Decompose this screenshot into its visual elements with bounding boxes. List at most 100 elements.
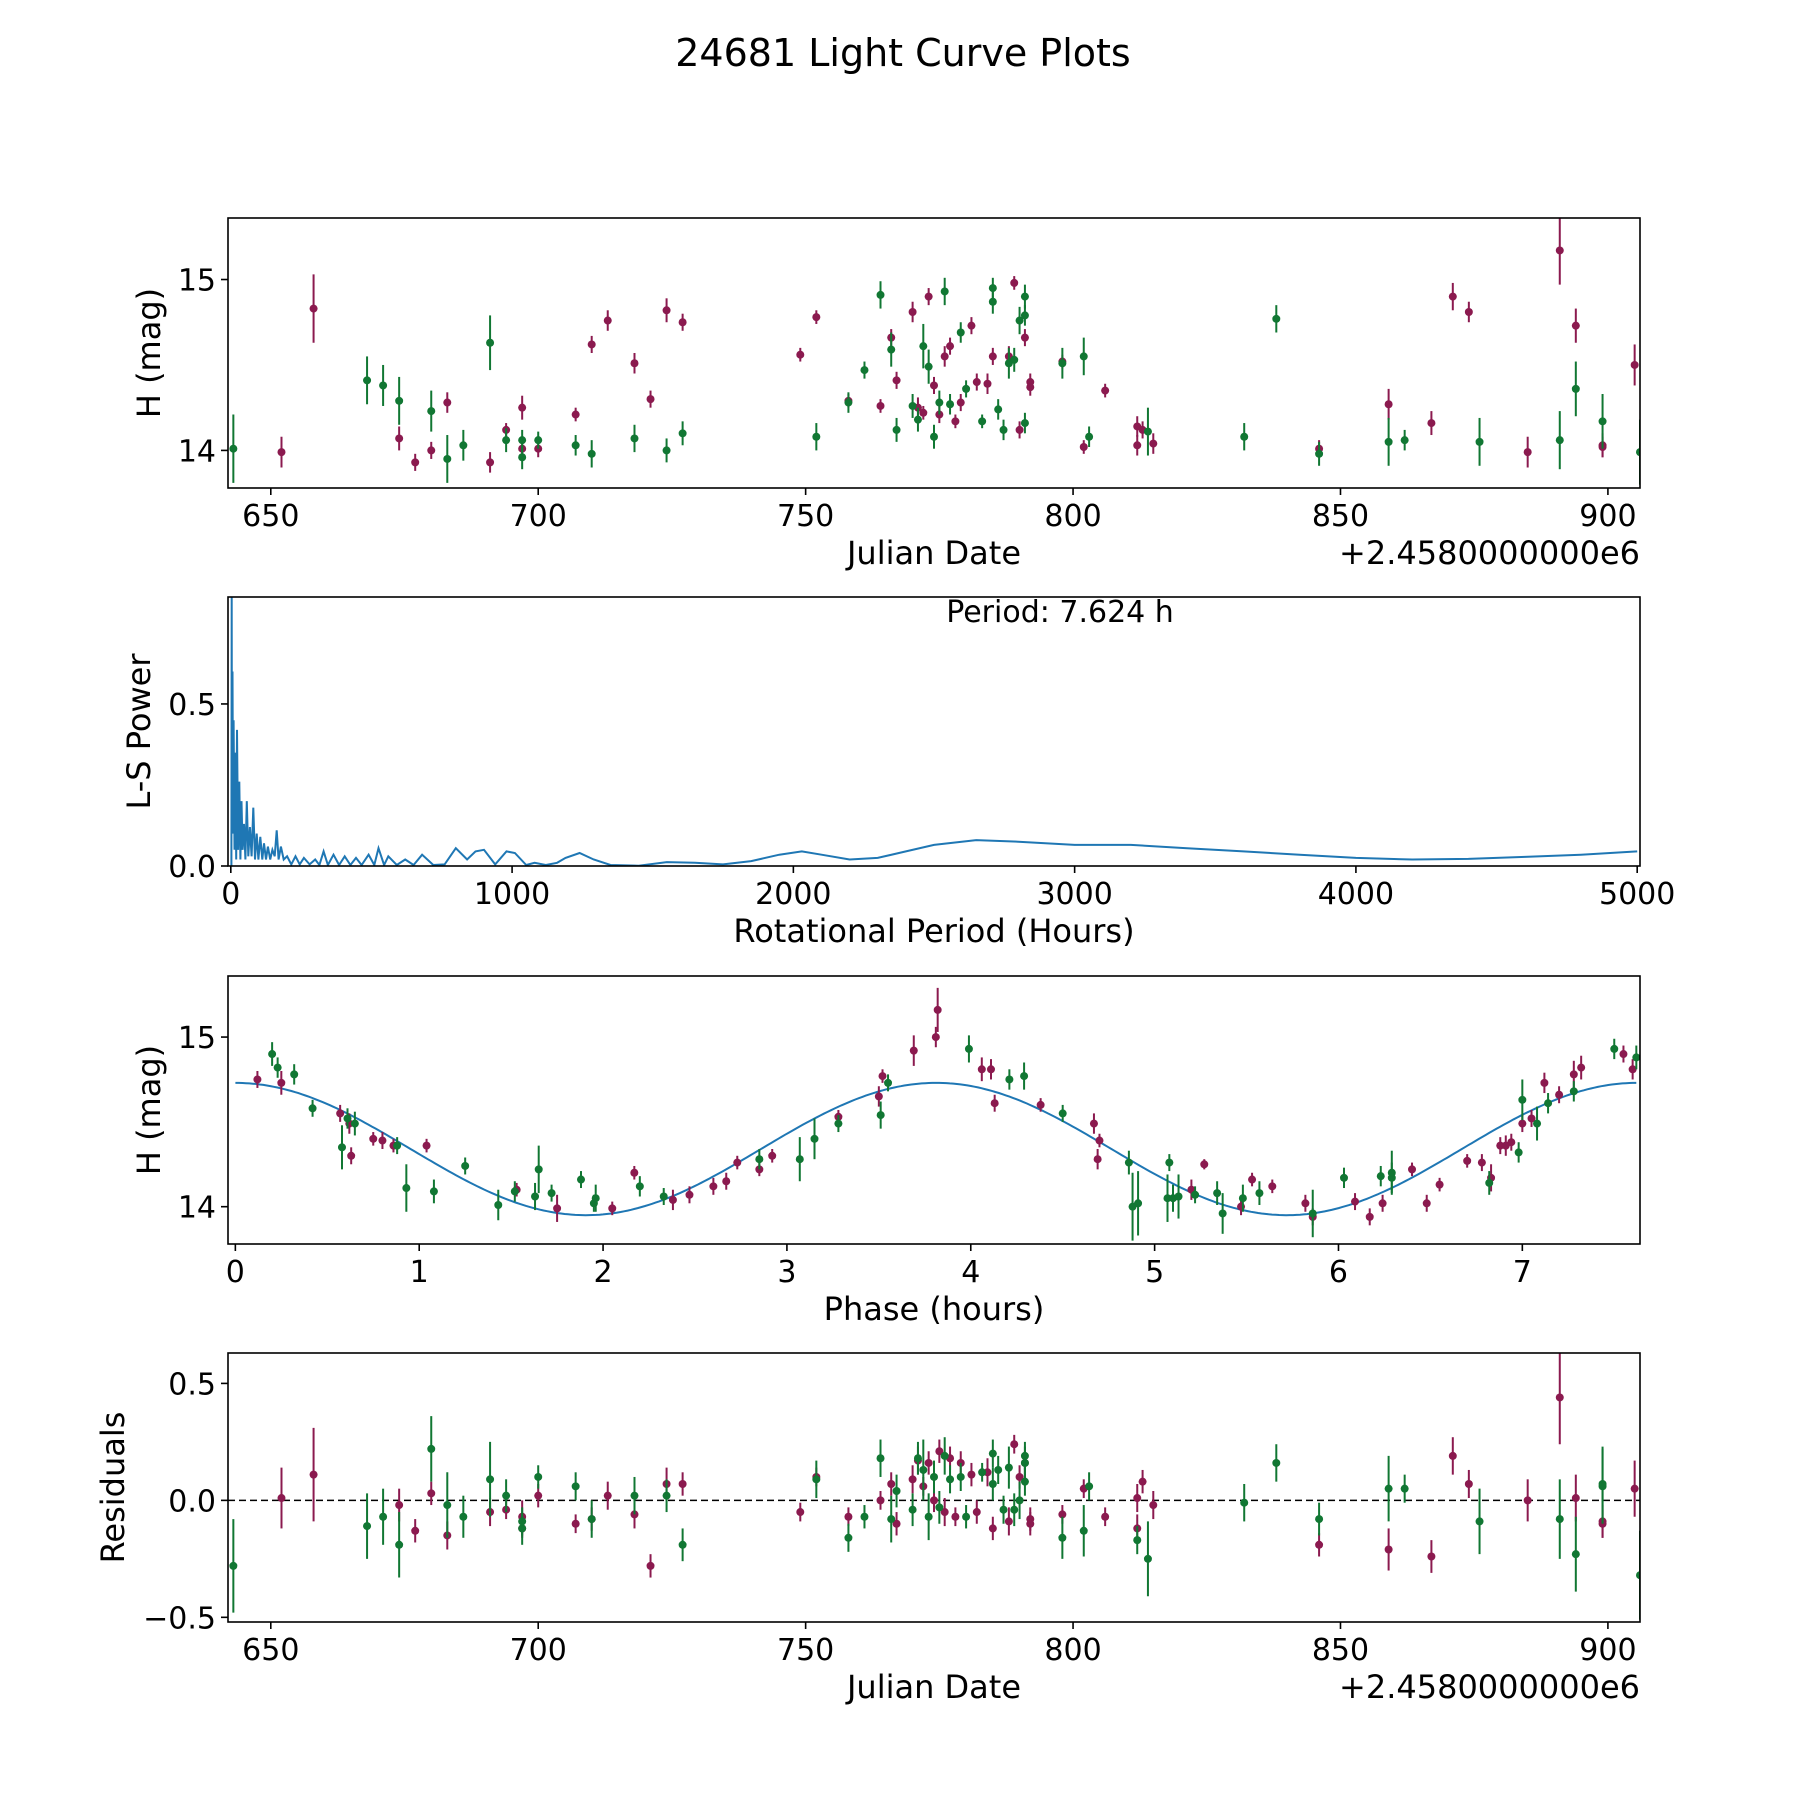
data-point (1124, 1158, 1133, 1167)
data-point (933, 1005, 942, 1014)
data-point (603, 1491, 612, 1500)
data-point (1058, 359, 1067, 368)
data-point (1315, 1515, 1324, 1524)
data-point (343, 1114, 352, 1123)
power-line (230, 597, 1638, 866)
data-point (978, 1468, 987, 1477)
data-point (812, 432, 821, 441)
data-point (518, 453, 527, 462)
data-point (967, 1470, 976, 1479)
data-point (277, 448, 286, 457)
data-point (796, 1508, 805, 1517)
data-point (1133, 441, 1142, 450)
data-point (635, 1182, 644, 1191)
data-series (277, 1353, 1639, 1578)
data-point (722, 1177, 731, 1186)
data-point (1058, 1109, 1067, 1118)
data-point (1020, 311, 1029, 320)
data-point (577, 1175, 585, 1184)
data-point (844, 398, 853, 407)
data-point (1020, 333, 1029, 342)
data-point (363, 1522, 372, 1531)
data-point (924, 1512, 933, 1521)
data-point (587, 449, 596, 458)
data-point (892, 1487, 901, 1496)
data-point (685, 1190, 694, 1199)
data-point (1248, 1175, 1257, 1184)
data-point (591, 1194, 600, 1203)
data-point (395, 396, 404, 405)
data-point (1571, 1550, 1580, 1559)
x-offset-label: +2.4580000000e6 (1339, 534, 1640, 572)
data-point (844, 1533, 853, 1542)
data-point (909, 1046, 918, 1055)
data-point (810, 1134, 819, 1143)
data-point (678, 318, 687, 327)
data-point (518, 436, 527, 445)
x-tick-label: 750 (777, 1633, 834, 1668)
data-point (924, 292, 933, 301)
data-point (459, 441, 468, 450)
data-point (486, 1475, 495, 1484)
data-point (956, 328, 965, 337)
data-point (1435, 1180, 1444, 1189)
data-point (253, 1075, 262, 1084)
data-point (1422, 1199, 1431, 1208)
x-tick-label: 800 (1044, 499, 1101, 534)
data-point (999, 1505, 1008, 1514)
data-point (518, 403, 527, 412)
y-tick-label: 15 (178, 1021, 216, 1056)
data-point (876, 401, 885, 410)
data-point (988, 1449, 997, 1458)
data-point (1240, 1498, 1249, 1507)
data-point (378, 1136, 387, 1145)
data-series (277, 218, 1639, 473)
y-tick-label: 14 (178, 1191, 216, 1226)
data-point (812, 1475, 821, 1484)
data-point (1315, 1540, 1324, 1549)
data-point (662, 1491, 671, 1500)
data-point (1143, 427, 1152, 436)
data-point (1378, 1199, 1387, 1208)
data-point (1384, 1545, 1393, 1554)
data-point (1351, 1197, 1360, 1206)
data-point (1020, 1072, 1029, 1081)
axes-frame (227, 596, 1641, 867)
data-point (1200, 1160, 1209, 1169)
x-axis-label: Julian Date (845, 534, 1021, 572)
data-point (956, 398, 965, 407)
data-point (892, 425, 901, 434)
data-point (1540, 1078, 1549, 1087)
data-point (990, 1099, 999, 1108)
y-axis-label: H (mag) (130, 288, 168, 418)
y-tick-label: 0.0 (168, 850, 216, 885)
data-point (587, 340, 596, 349)
data-point (1384, 1484, 1393, 1493)
data-point (1507, 1138, 1516, 1147)
x-tick-label: 750 (777, 499, 834, 534)
data-point (951, 417, 960, 426)
data-point (502, 1491, 511, 1500)
data-point (443, 398, 452, 407)
x-tick-label: 1 (410, 1255, 429, 1290)
data-point (369, 1134, 378, 1143)
data-point (1308, 1209, 1317, 1218)
x-tick-label: 900 (1579, 1633, 1636, 1668)
data-point (1301, 1199, 1310, 1208)
data-point (1527, 1114, 1536, 1123)
data-point (1138, 1477, 1147, 1486)
data-point (1015, 1472, 1024, 1481)
data-point (1165, 1158, 1174, 1167)
data-point (1477, 1158, 1486, 1167)
data-point (930, 1472, 938, 1481)
data-point (1400, 1484, 1409, 1493)
data-point (290, 1070, 299, 1079)
plot-area (229, 218, 1640, 485)
model-fit-curve (235, 1081, 1637, 1217)
y-axis-label: L-S Power (120, 653, 158, 810)
x-tick-label: 1000 (474, 877, 550, 912)
data-point (659, 1192, 668, 1201)
data-point (1533, 1119, 1542, 1128)
data-point (486, 458, 495, 467)
